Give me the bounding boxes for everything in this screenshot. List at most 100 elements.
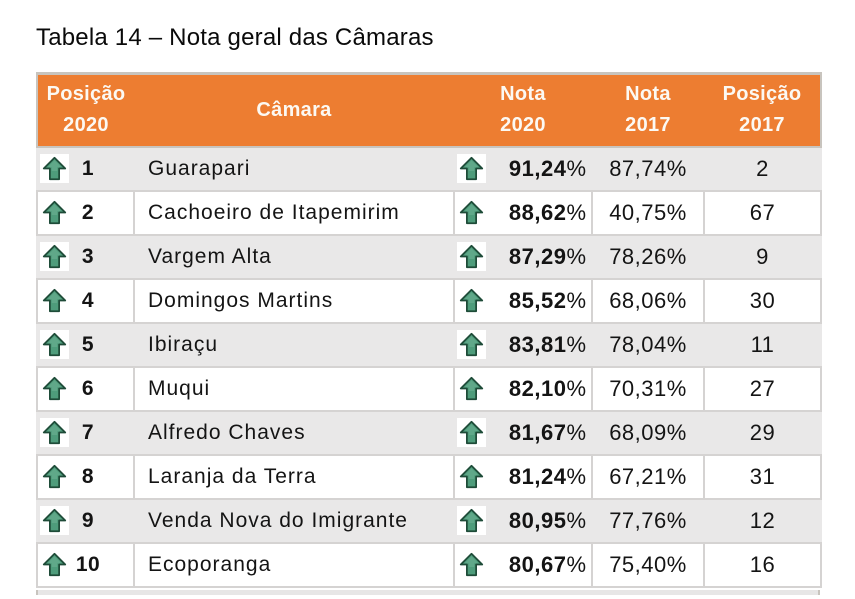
position-2020-cell: 2 bbox=[36, 189, 135, 236]
green-up-arrow-icon bbox=[40, 374, 69, 403]
position-2017-cell: 31 bbox=[703, 453, 822, 500]
green-up-arrow-icon bbox=[40, 242, 69, 271]
position-2017-cell: 16 bbox=[703, 541, 822, 588]
nota-2020-number: 83,81 bbox=[508, 331, 567, 357]
green-up-arrow-icon bbox=[40, 198, 69, 227]
header-camara: Câmara bbox=[134, 73, 454, 148]
table-row: 1 Guarapari 91,24% 87,74% 2 bbox=[36, 145, 822, 192]
green-up-arrow-icon bbox=[40, 286, 69, 315]
position-2020-value: 10 bbox=[75, 552, 101, 576]
header-line: Posição bbox=[46, 83, 126, 106]
camara-name: Cachoeiro de Itapemirim bbox=[148, 200, 400, 224]
nota-2020-cell: 80,67% bbox=[453, 541, 593, 588]
position-2020-cell: 5 bbox=[36, 321, 135, 368]
camara-cell: Vargem Alta bbox=[133, 233, 455, 280]
nota-2020-cell: 80,95% bbox=[453, 497, 593, 544]
green-up-arrow-icon bbox=[457, 550, 486, 579]
position-2017-cell: 9 bbox=[703, 233, 822, 280]
camara-cell: Muqui bbox=[133, 365, 455, 412]
camara-cell: Alfredo Chaves bbox=[133, 409, 455, 456]
nota-2020-value: 81,24% bbox=[509, 464, 586, 490]
nota-2020-number: 80,95 bbox=[508, 507, 567, 533]
percent-sign: % bbox=[566, 155, 586, 181]
table-row: 3 Vargem Alta 87,29% 78,26% 9 bbox=[36, 233, 822, 280]
camara-cell: Cachoeiro de Itapemirim bbox=[133, 189, 455, 236]
page-title: Tabela 14 – Nota geral das Câmaras bbox=[36, 24, 434, 51]
position-2020-cell: 4 bbox=[36, 277, 135, 324]
percent-sign: % bbox=[566, 287, 586, 313]
header-posicao-2017: Posição 2017 bbox=[704, 73, 821, 148]
position-2020-value: 7 bbox=[81, 420, 95, 444]
percent-sign: % bbox=[566, 419, 586, 445]
camara-cell: Guarapari bbox=[133, 145, 455, 192]
header-line: Nota bbox=[625, 83, 671, 106]
green-up-arrow-icon bbox=[40, 154, 69, 183]
nota-2020-value: 80,67% bbox=[509, 552, 586, 578]
position-2020-value: 3 bbox=[81, 244, 95, 268]
green-up-arrow-icon bbox=[40, 330, 69, 359]
nota-2020-cell: 82,10% bbox=[453, 365, 593, 412]
header-line: Nota bbox=[500, 83, 546, 106]
header-line: 2017 bbox=[739, 114, 785, 137]
header-line: 2020 bbox=[63, 114, 109, 137]
nota-2020-cell: 88,62% bbox=[453, 189, 593, 236]
position-2020-cell: 9 bbox=[36, 497, 135, 544]
header-line: 2017 bbox=[625, 114, 671, 137]
nota-2020-number: 91,24 bbox=[508, 155, 567, 181]
position-2020-value: 8 bbox=[81, 464, 95, 488]
nota-2020-value: 81,67% bbox=[509, 420, 586, 446]
nota-2020-cell: 87,29% bbox=[453, 233, 593, 280]
green-up-arrow-icon bbox=[40, 506, 69, 535]
percent-sign: % bbox=[566, 331, 586, 357]
nota-2020-value: 80,95% bbox=[509, 508, 586, 534]
percent-sign: % bbox=[566, 463, 586, 489]
nota-2020-number: 81,24 bbox=[508, 463, 567, 489]
nota-2020-cell: 81,24% bbox=[453, 453, 593, 500]
table-row: 8 Laranja da Terra 81,24% 67,21% 31 bbox=[36, 453, 822, 500]
position-2020-value: 5 bbox=[81, 332, 95, 356]
camara-cell: Venda Nova do Imigrante bbox=[133, 497, 455, 544]
header-nota-2020: Nota 2020 bbox=[454, 73, 592, 148]
table-row: 10 Ecoporanga 80,67% 75,40% 16 bbox=[36, 541, 822, 588]
data-table: Posição 2020 Câmara Nota 2020 Nota 2017 … bbox=[36, 72, 822, 588]
camara-name: Domingos Martins bbox=[148, 288, 334, 312]
green-up-arrow-icon bbox=[40, 418, 69, 447]
position-2020-cell: 7 bbox=[36, 409, 135, 456]
camara-name: Ecoporanga bbox=[148, 552, 272, 576]
header-line: Posição bbox=[722, 83, 802, 106]
nota-2017-cell: 40,75% bbox=[591, 189, 705, 236]
percent-sign: % bbox=[566, 507, 586, 533]
nota-2020-value: 91,24% bbox=[509, 156, 586, 182]
nota-2020-number: 82,10 bbox=[508, 375, 567, 401]
header-posicao-2020: Posição 2020 bbox=[37, 73, 134, 148]
position-2020-cell: 6 bbox=[36, 365, 135, 412]
header-line: 2020 bbox=[500, 114, 546, 137]
nota-2020-cell: 81,67% bbox=[453, 409, 593, 456]
position-2017-cell: 12 bbox=[703, 497, 822, 544]
position-2017-cell: 2 bbox=[703, 145, 822, 192]
camara-cell: Ibiraçu bbox=[133, 321, 455, 368]
nota-2020-cell: 85,52% bbox=[453, 277, 593, 324]
camara-name: Muqui bbox=[148, 376, 211, 400]
camara-cell: Laranja da Terra bbox=[133, 453, 455, 500]
position-2017-cell: 11 bbox=[703, 321, 822, 368]
position-2017-cell: 67 bbox=[703, 189, 822, 236]
green-up-arrow-icon bbox=[457, 154, 486, 183]
nota-2017-cell: 67,21% bbox=[591, 453, 705, 500]
nota-2020-value: 88,62% bbox=[509, 200, 586, 226]
position-2020-cell: 8 bbox=[36, 453, 135, 500]
header-nota-2017: Nota 2017 bbox=[592, 73, 704, 148]
position-2020-cell: 10 bbox=[36, 541, 135, 588]
green-up-arrow-icon bbox=[457, 506, 486, 535]
position-2020-cell: 1 bbox=[36, 145, 135, 192]
camara-name: Guarapari bbox=[148, 156, 251, 180]
camara-name: Ibiraçu bbox=[148, 332, 219, 356]
green-up-arrow-icon bbox=[457, 418, 486, 447]
percent-sign: % bbox=[566, 551, 586, 577]
nota-2020-number: 81,67 bbox=[508, 419, 567, 445]
table-row: 2 Cachoeiro de Itapemirim 88,62% 40,75% … bbox=[36, 189, 822, 236]
camara-name: Venda Nova do Imigrante bbox=[148, 508, 408, 532]
camara-cell: Domingos Martins bbox=[133, 277, 455, 324]
nota-2017-cell: 77,76% bbox=[591, 497, 705, 544]
